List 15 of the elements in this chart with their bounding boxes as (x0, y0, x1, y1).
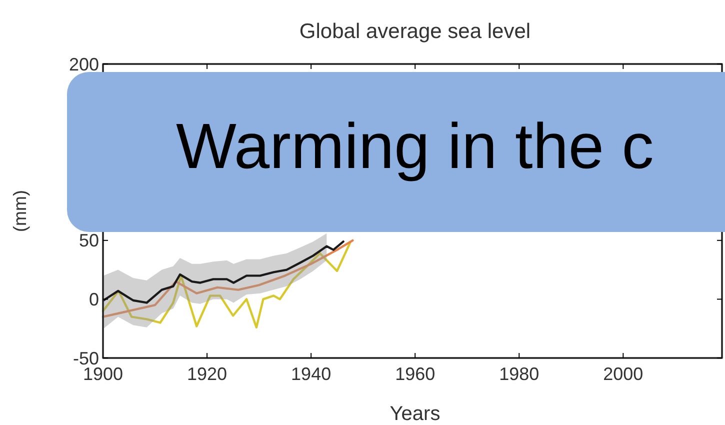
y-axis-title: (mm) (10, 190, 30, 232)
x-axis-title: Years (390, 403, 440, 425)
y-tick-label: 200 (68, 54, 99, 74)
chart-title: Global average sea level (299, 20, 531, 43)
y-tick-label: 50 (78, 230, 99, 251)
line-series (102, 239, 354, 318)
x-tick-label: 1960 (395, 364, 436, 384)
y-tick-label: 0 (88, 290, 99, 310)
annotation: Warming in the c (176, 110, 654, 182)
x-tick-label: 1920 (187, 364, 228, 384)
x-tick-label: 1980 (499, 364, 540, 384)
x-tick-label: 1940 (291, 364, 332, 384)
line-series (102, 242, 352, 329)
banner: Warming in the c (67, 72, 725, 232)
x-tick-label: 2000 (603, 364, 644, 384)
